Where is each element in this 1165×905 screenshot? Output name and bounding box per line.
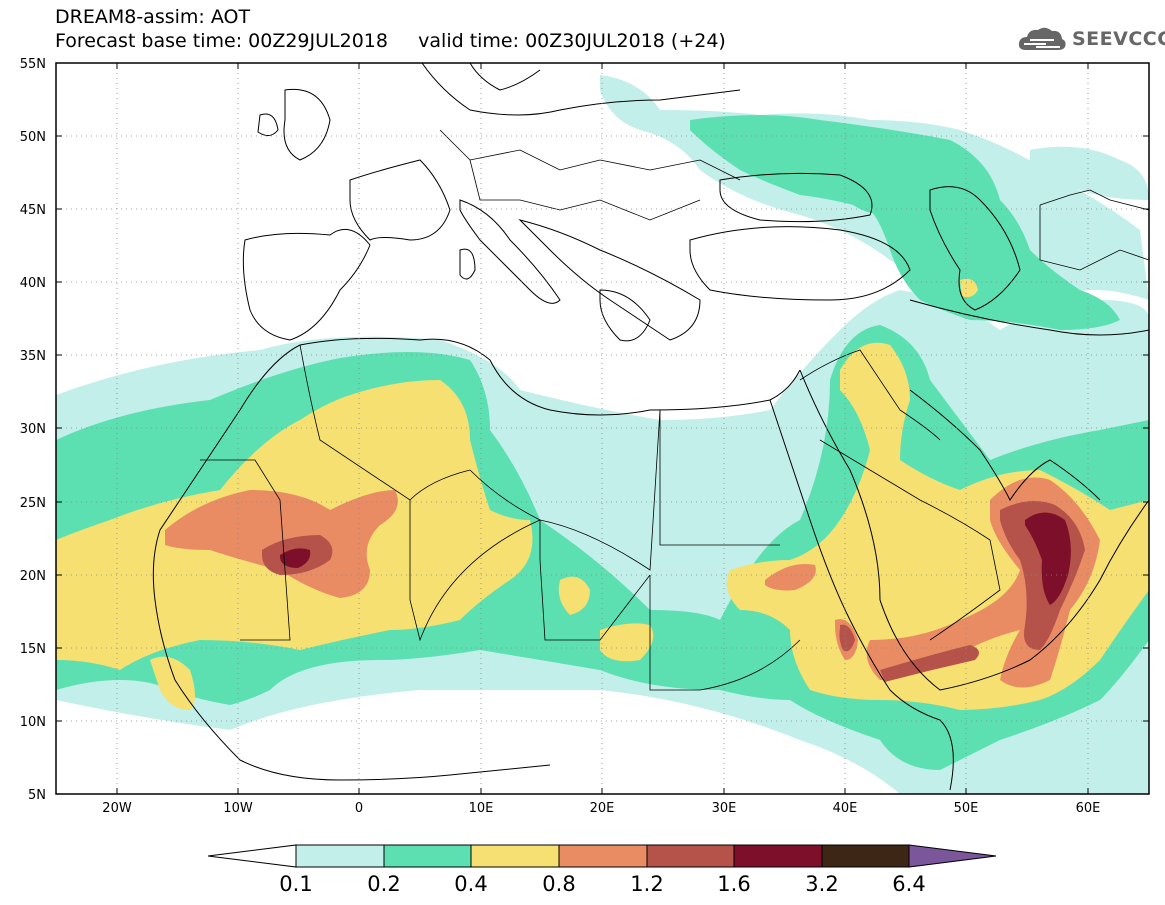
colorbar-segment — [558, 844, 648, 868]
lon-label: 50E — [954, 801, 979, 816]
lat-label: 25N — [20, 496, 46, 511]
lon-axis: 20W 10W 0 10E 20E 30E 40E 50E 60E — [102, 63, 1100, 816]
coast-balkans — [518, 219, 701, 341]
country-borders — [200, 129, 1149, 691]
lat-label: 40N — [20, 276, 46, 291]
colorbar-label: 3.2 — [805, 872, 838, 896]
coast-iran — [909, 299, 1149, 336]
border-central-asia — [1039, 205, 1149, 271]
lat-label: 45N — [20, 203, 46, 218]
title-times: Forecast base time: 00Z29JUL2018 valid t… — [55, 30, 726, 52]
colorbar-label: 0.1 — [279, 872, 312, 896]
contour-1.6-mauritania — [280, 548, 311, 568]
lat-label: 20N — [20, 569, 46, 584]
lat-label: 5N — [28, 788, 46, 803]
lat-label: 55N — [20, 57, 46, 72]
coast-arabia — [799, 369, 1149, 691]
border-sudan — [649, 575, 801, 691]
border-algeria — [299, 344, 471, 501]
coast-northafrica — [239, 337, 801, 416]
colorbar-segment — [646, 844, 735, 868]
lat-label: 10N — [20, 715, 46, 730]
coast-turkey — [689, 226, 911, 301]
seevccc-logo: SEEVCCC — [1016, 24, 1165, 54]
colorbar-label: 1.2 — [630, 872, 663, 896]
coast-sardinia — [459, 248, 476, 280]
contour-0.4-chad — [600, 623, 654, 662]
colorbar-label: 6.4 — [892, 872, 925, 896]
coast-france — [349, 159, 451, 241]
colorbar-label: 0.4 — [454, 872, 487, 896]
contour-1.2-eritrea — [839, 624, 855, 652]
coast-scandinavia — [469, 63, 541, 91]
contour-0.4-caspian — [960, 278, 978, 298]
coast-redsea — [769, 399, 954, 791]
border-europe — [439, 129, 741, 181]
border-egypt — [659, 410, 780, 546]
lat-label: 35N — [20, 349, 46, 364]
lat-label: 15N — [20, 642, 46, 657]
lon-label: 10W — [223, 801, 253, 816]
border-europe-2 — [469, 159, 701, 221]
contour-0.4-guinea — [150, 656, 195, 710]
border-iraq — [799, 349, 941, 441]
colorbar-segment — [470, 844, 560, 868]
graticule — [56, 63, 1149, 794]
lon-label: 20W — [102, 801, 132, 816]
contour-0.4-sudan — [558, 576, 590, 615]
colorbar-label: 0.2 — [367, 872, 400, 896]
lon-label: 30E — [712, 801, 737, 816]
colorbar-segment — [733, 844, 823, 868]
colorbar-over-triangle — [908, 844, 997, 868]
border-saudi — [819, 439, 1001, 641]
contour-1.2-yemen — [880, 645, 979, 682]
lat-label: 30N — [20, 422, 46, 437]
contour-0.1-kazakh — [1030, 146, 1149, 200]
lon-label: 40E — [833, 801, 858, 816]
lon-label: 60E — [1076, 801, 1101, 816]
coast-westafrica — [152, 409, 551, 781]
lon-label: 20E — [590, 801, 615, 816]
lat-axis: 55N 50N 45N 40N 35N 30N 25N 20N 15N 10N … — [20, 57, 1149, 803]
colorbar-segment — [821, 844, 910, 868]
aot-contours — [56, 75, 1149, 794]
title-model: DREAM8-assim: AOT — [55, 6, 251, 28]
contour-0.2-caspian — [690, 115, 1120, 330]
colorbar-segment — [383, 844, 472, 868]
coast-italy — [459, 199, 561, 304]
coast-gulf — [909, 389, 1101, 501]
coast-britain — [257, 88, 331, 161]
colorbar: 0.1 0.2 0.4 0.8 1.2 1.6 3.2 6.4 — [207, 844, 997, 896]
lon-label: 0 — [355, 801, 363, 816]
logo-text: SEEVCCC — [1072, 28, 1165, 50]
border-chad — [539, 559, 651, 641]
coastlines — [152, 63, 1149, 791]
border-mali — [200, 459, 291, 641]
coast-iberia — [242, 228, 371, 341]
colorbar-label: 1.6 — [717, 872, 750, 896]
colorbar-label: 0.8 — [542, 872, 575, 896]
coast-caspian — [929, 186, 1021, 311]
colorbar-segment — [295, 844, 385, 868]
coast-blacksea — [719, 172, 873, 223]
lon-label: 10E — [469, 801, 494, 816]
contour-1.6-arabia — [1025, 512, 1071, 605]
border-libya — [469, 409, 661, 571]
contour-0.2-blacksea — [820, 134, 930, 216]
coast-greece — [599, 289, 651, 342]
border-kazakh — [1039, 189, 1149, 211]
colorbar-under-triangle — [207, 844, 297, 868]
border-niger — [409, 500, 541, 642]
contour-0.8-sudan — [765, 564, 816, 591]
lat-label: 50N — [20, 130, 46, 145]
cloud-icon — [1018, 27, 1066, 50]
coast-europe-north — [421, 63, 741, 116]
